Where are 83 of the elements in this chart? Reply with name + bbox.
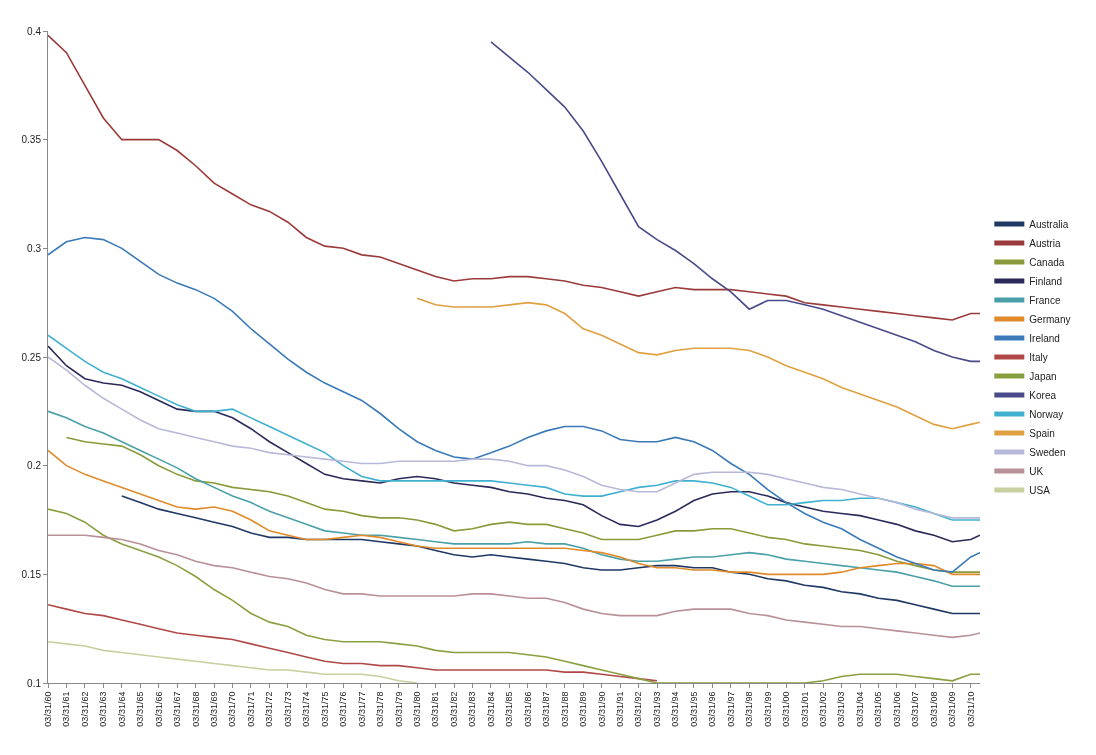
x-tick-label: 03/31/04 bbox=[854, 691, 865, 727]
x-tick-label: 03/31/91 bbox=[615, 691, 626, 727]
line-series bbox=[48, 640, 418, 683]
x-tick-label: 03/31/63 bbox=[98, 691, 109, 727]
x-tick-label: 03/31/76 bbox=[338, 691, 349, 727]
y-tick-label: 0.2 bbox=[27, 460, 42, 472]
x-tick-label: 03/31/10 bbox=[965, 691, 976, 727]
legend-label: Australia bbox=[1029, 218, 1069, 230]
x-tick-label: 03/31/61 bbox=[61, 691, 72, 727]
x-tick-label: 03/31/88 bbox=[559, 691, 570, 727]
legend-label: Austria bbox=[1029, 237, 1061, 249]
line-series bbox=[48, 534, 980, 639]
x-tick-label: 03/31/84 bbox=[485, 691, 496, 727]
x-tick-label: 03/31/07 bbox=[910, 691, 921, 727]
x-tick-label: 03/31/02 bbox=[818, 691, 829, 727]
legend-label: UK bbox=[1029, 465, 1044, 477]
y-tick-label: 0.35 bbox=[21, 134, 42, 146]
x-tick-label: 03/31/72 bbox=[264, 691, 275, 727]
legend-label: Japan bbox=[1029, 370, 1057, 382]
legend-label: Finland bbox=[1029, 275, 1063, 287]
line-series bbox=[490, 41, 980, 363]
line-series bbox=[416, 297, 980, 430]
x-tick-label: 03/31/08 bbox=[928, 691, 939, 727]
x-tick-label: 03/31/06 bbox=[891, 691, 902, 727]
x-tick-label: 03/31/67 bbox=[172, 691, 183, 727]
x-tick-label: 03/31/05 bbox=[873, 691, 884, 727]
legend-label: Canada bbox=[1029, 256, 1065, 268]
x-tick-label: 03/31/71 bbox=[245, 691, 256, 727]
x-tick-label: 03/31/87 bbox=[541, 691, 552, 727]
y-tick-label: 0.15 bbox=[21, 568, 42, 580]
line-series bbox=[48, 34, 980, 321]
line-series bbox=[48, 603, 658, 682]
y-tick-label: 0.1 bbox=[27, 677, 42, 689]
x-tick-label: 03/31/85 bbox=[504, 691, 515, 727]
x-tick-label: 03/31/93 bbox=[651, 691, 662, 727]
x-tick-label: 03/31/80 bbox=[412, 691, 423, 727]
legend-label: Norway bbox=[1029, 408, 1064, 420]
legend-label: USA bbox=[1029, 484, 1051, 496]
x-tick-label: 03/31/65 bbox=[135, 691, 146, 727]
x-tick-label: 03/31/68 bbox=[190, 691, 201, 727]
x-tick-label: 03/31/92 bbox=[633, 691, 644, 727]
y-tick-label: 0.3 bbox=[27, 242, 42, 254]
x-tick-label: 03/31/97 bbox=[725, 691, 736, 727]
x-tick-label: 03/31/69 bbox=[209, 691, 220, 727]
line-series bbox=[48, 410, 980, 588]
x-tick-label: 03/31/83 bbox=[467, 691, 478, 727]
x-tick-label: 03/31/79 bbox=[393, 691, 404, 727]
line-series bbox=[121, 495, 980, 615]
x-tick-label: 03/31/62 bbox=[79, 691, 90, 727]
x-tick-label: 03/31/82 bbox=[448, 691, 459, 727]
x-tick-label: 03/31/75 bbox=[319, 691, 330, 727]
x-tick-label: 03/31/60 bbox=[42, 691, 53, 727]
x-tick-label: 03/31/09 bbox=[947, 691, 958, 727]
legend-label: France bbox=[1029, 294, 1061, 306]
x-tick-label: 03/31/81 bbox=[430, 691, 441, 727]
x-tick-label: 03/31/78 bbox=[375, 691, 386, 727]
x-tick-label: 03/31/90 bbox=[596, 691, 607, 727]
legend-label: Germany bbox=[1029, 313, 1071, 325]
x-tick-label: 03/31/77 bbox=[356, 691, 367, 727]
x-tick-label: 03/31/73 bbox=[282, 691, 293, 727]
x-tick-label: 03/31/01 bbox=[799, 691, 810, 727]
legend-label: Korea bbox=[1029, 389, 1057, 401]
x-tick-label: 03/31/64 bbox=[116, 691, 127, 727]
x-tick-label: 03/31/00 bbox=[781, 691, 792, 727]
y-tick-label: 0.25 bbox=[21, 351, 42, 363]
x-tick-label: 03/31/96 bbox=[707, 691, 718, 727]
x-tick-label: 03/31/95 bbox=[688, 691, 699, 727]
legend-label: Spain bbox=[1029, 427, 1055, 439]
line-series bbox=[48, 236, 980, 573]
legend-label: Sweden bbox=[1029, 446, 1066, 458]
x-tick-label: 03/31/03 bbox=[836, 691, 847, 727]
x-tick-label: 03/31/94 bbox=[670, 691, 681, 727]
x-tick-label: 03/31/99 bbox=[762, 691, 773, 727]
x-tick-label: 03/31/66 bbox=[153, 691, 164, 727]
x-tick-label: 03/31/70 bbox=[227, 691, 238, 727]
line-series bbox=[48, 345, 980, 543]
x-tick-label: 03/31/89 bbox=[578, 691, 589, 727]
x-tick-label: 03/31/74 bbox=[301, 691, 312, 727]
legend-label: Ireland bbox=[1029, 332, 1060, 344]
x-tick-label: 03/31/86 bbox=[522, 691, 533, 727]
x-tick-label: 03/31/98 bbox=[744, 691, 755, 727]
y-tick-label: 0.4 bbox=[27, 25, 42, 37]
legend-label: Italy bbox=[1029, 351, 1048, 363]
